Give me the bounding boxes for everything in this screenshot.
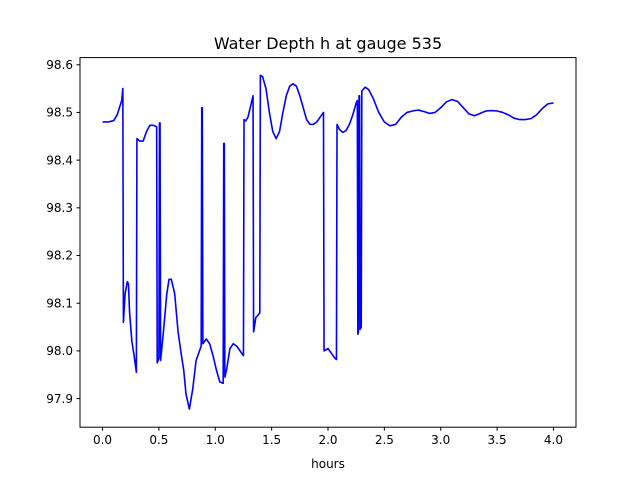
y-tick-label: 98.5 — [46, 106, 73, 120]
x-tick-label: 2.0 — [318, 433, 337, 447]
series-line-water-depth — [102, 74, 554, 410]
chart-title: Water Depth h at gauge 535 — [214, 34, 442, 53]
x-tick-label: 0.0 — [93, 433, 112, 447]
y-tick-label: 98.6 — [46, 58, 73, 72]
plot-frame — [79, 57, 577, 428]
x-tick-label: 2.5 — [375, 433, 394, 447]
y-tick-label: 98.1 — [46, 296, 73, 310]
x-tick-label: 3.0 — [431, 433, 450, 447]
x-tick-label: 3.5 — [488, 433, 507, 447]
x-tick-label: 4.0 — [544, 433, 563, 447]
y-tick-label: 98.3 — [46, 201, 73, 215]
x-tick-label: 1.0 — [206, 433, 225, 447]
y-tick-label: 97.9 — [46, 392, 73, 406]
y-tick-label: 98.4 — [46, 153, 73, 167]
y-tick-label: 98.0 — [46, 344, 73, 358]
x-tick-label: 0.5 — [149, 433, 168, 447]
axis-ticks: 0.0 0.5 1.0 1.5 2.0 2.5 3.0 3.5 4.0 97.9 98.0 98.1 9… — [46, 58, 563, 447]
x-tick-label: 1.5 — [262, 433, 281, 447]
plot-area — [102, 74, 554, 410]
x-axis-label: hours — [311, 457, 345, 471]
y-tick-label: 98.2 — [46, 249, 73, 263]
